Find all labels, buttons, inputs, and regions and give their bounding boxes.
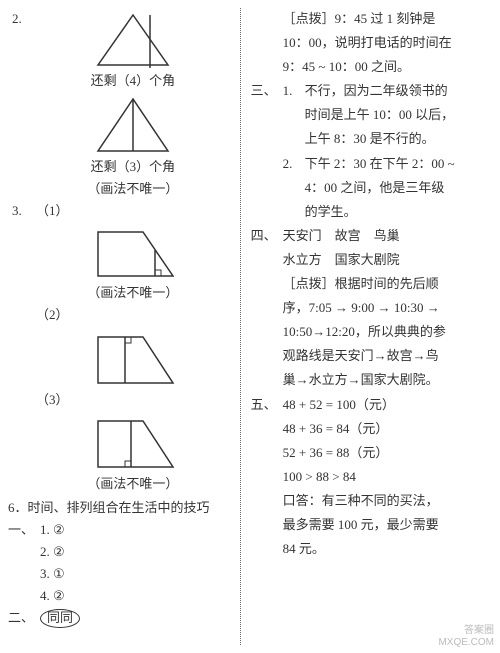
- section-1-item-1: 1. ②: [40, 519, 65, 541]
- trapezoid-figure-3: [83, 413, 183, 473]
- section-4-label: 四、: [251, 225, 283, 247]
- q2-note: （画法不唯一）: [36, 178, 230, 200]
- section-3-1-num: 1.: [283, 80, 305, 102]
- section-3-1b: 时间是上午 10：00 以后，: [251, 104, 492, 126]
- section-4g: 巢→水立方→国家大剧院。: [251, 369, 492, 391]
- trapezoid-figure-2: [83, 329, 183, 389]
- section-3-1a: 不行，因为二年级领书的: [305, 80, 448, 102]
- q3-part2-label: （2）: [36, 304, 230, 326]
- q3-note-1: （画法不唯一）: [36, 282, 230, 304]
- section-5c: 52 + 36 = 88（元）: [251, 442, 492, 464]
- section-3-2a: 下午 2：30 在下午 2：00 ~: [305, 153, 455, 175]
- section-4f: 观路线是天安门→故宫→鸟: [251, 345, 492, 367]
- section-4: 四、 天安门 故宫 鸟巢: [251, 225, 492, 247]
- section-5e: 口答：有三种不同的买法，: [251, 490, 492, 512]
- q3-note-2: （画法不唯一）: [36, 473, 230, 495]
- watermark: 答案圈 MXQE.COM: [438, 625, 494, 649]
- section-4d: 序，7:05 → 9:00 → 10:30 →: [251, 297, 492, 319]
- section-1-item-2: 2. ②: [8, 541, 230, 563]
- section-5f: 最多需要 100 元，最少需要: [251, 514, 492, 536]
- tip-line-1: ［点拨］9：45 过 1 刻钟是: [251, 8, 492, 30]
- section-5d: 100 > 88 > 84: [251, 466, 492, 488]
- section-4a: 天安门 故宫 鸟巢: [283, 225, 400, 247]
- section-5b: 48 + 36 = 84（元）: [251, 418, 492, 440]
- section-2-answer: 同同: [40, 607, 80, 629]
- section-3-label: 三、: [251, 80, 283, 102]
- q2-content: 还剩（4）个角 还剩（3）个角 （画法不唯一）: [36, 8, 230, 200]
- q2-number: 2.: [8, 8, 36, 30]
- section-5-label: 五、: [251, 394, 283, 416]
- section-4c: ［点拨］根据时间的先后顺: [251, 273, 492, 295]
- section-3: 三、 1. 不行，因为二年级领书的: [251, 80, 492, 102]
- section-3-2c: 的学生。: [251, 201, 492, 223]
- q2-caption-2: 还剩（3）个角: [36, 156, 230, 178]
- section-5a: 48 + 52 = 100（元）: [283, 394, 395, 416]
- section-1: 一、 1. ②: [8, 519, 230, 541]
- right-column: ［点拨］9：45 过 1 刻钟是 10：00，说明打电话的时间在 9：45 ~ …: [251, 8, 492, 645]
- column-divider: [240, 8, 241, 645]
- watermark-line2: MXQE.COM: [438, 637, 494, 649]
- section-4b: 水立方 国家大剧院: [251, 249, 492, 271]
- section-5g: 84 元。: [251, 538, 492, 560]
- trapezoid-figure-1: [83, 224, 183, 282]
- q3-part3-label: （3）: [36, 389, 230, 411]
- skill-heading: 6．时间、排列组合在生活中的技巧: [8, 497, 230, 519]
- section-3-2b: 4：00 之间，他是三年级: [251, 177, 492, 199]
- watermark-line1: 答案圈: [438, 625, 494, 637]
- q3-part1-label: （1）: [36, 200, 230, 222]
- section-4e: 10:50→12:20，所以典典的参: [251, 321, 492, 343]
- q2-caption-1: 还剩（4）个角: [36, 70, 230, 92]
- section-3-2-num: 2.: [283, 153, 305, 175]
- section-1-item-3: 3. ①: [8, 563, 230, 585]
- section-2-label: 二、: [8, 607, 40, 629]
- tip-line-2: 10：00，说明打电话的时间在: [251, 32, 492, 54]
- section-1-label: 一、: [8, 519, 40, 541]
- section-5: 五、 48 + 52 = 100（元）: [251, 394, 492, 416]
- q2: 2. 还剩（4）个角 还剩（3）个角 （画法不唯一）: [8, 8, 230, 200]
- section-3-1c: 上午 8：30 是不行的。: [251, 128, 492, 150]
- section-1-item-4: 4. ②: [8, 585, 230, 607]
- left-column: 2. 还剩（4）个角 还剩（3）个角 （画法不唯一） 3.: [8, 8, 230, 645]
- q3: 3. （1） （画法不唯一） （2） （3）: [8, 200, 230, 494]
- q3-number: 3.: [8, 200, 36, 222]
- tip-line-3: 9：45 ~ 10：00 之间。: [251, 56, 492, 78]
- triangle-figure-1: [88, 10, 178, 70]
- oval-answer: 同同: [40, 609, 80, 628]
- triangle-figure-2: [88, 94, 178, 156]
- section-2: 二、 同同: [8, 607, 230, 629]
- section-3-2: 2. 下午 2：30 在下午 2：00 ~: [251, 153, 492, 175]
- q3-content: （1） （画法不唯一） （2） （3）: [36, 200, 230, 494]
